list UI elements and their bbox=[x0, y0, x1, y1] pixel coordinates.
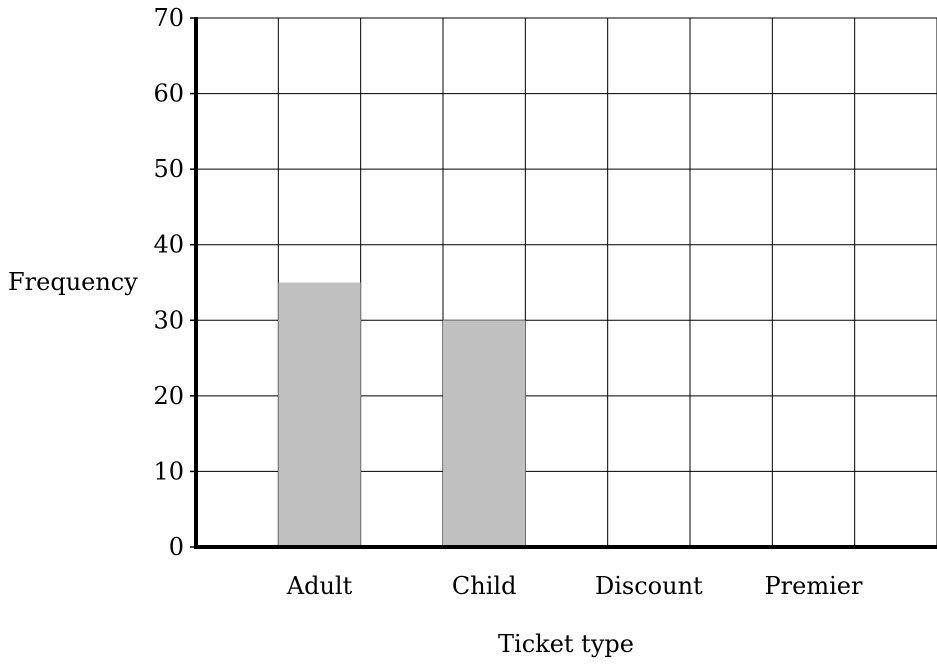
y-tick-label: 10 bbox=[153, 457, 184, 485]
category-label-adult: Adult bbox=[286, 572, 353, 600]
y-tick-label: 0 bbox=[169, 533, 184, 561]
x-category-labels: Adult Child Discount Premier bbox=[286, 572, 863, 600]
y-tick-label: 50 bbox=[153, 155, 184, 183]
y-tick-label: 60 bbox=[153, 80, 184, 108]
y-tick-label: 20 bbox=[153, 382, 184, 410]
bar-child bbox=[443, 320, 526, 547]
y-tick-labels: 0 10 20 30 40 50 60 70 bbox=[153, 4, 196, 561]
y-axis-label: Frequency bbox=[8, 268, 138, 296]
category-label-premier: Premier bbox=[765, 572, 863, 600]
grid bbox=[196, 17, 937, 548]
x-axis-label: Ticket type bbox=[498, 630, 634, 658]
y-tick-label: 40 bbox=[153, 231, 184, 259]
bars bbox=[278, 282, 526, 547]
category-label-child: Child bbox=[452, 572, 517, 600]
y-tick-label: 30 bbox=[153, 306, 184, 334]
y-tick-label: 70 bbox=[153, 4, 184, 32]
axes bbox=[194, 17, 937, 549]
category-label-discount: Discount bbox=[595, 572, 703, 600]
bar-adult bbox=[278, 282, 361, 547]
